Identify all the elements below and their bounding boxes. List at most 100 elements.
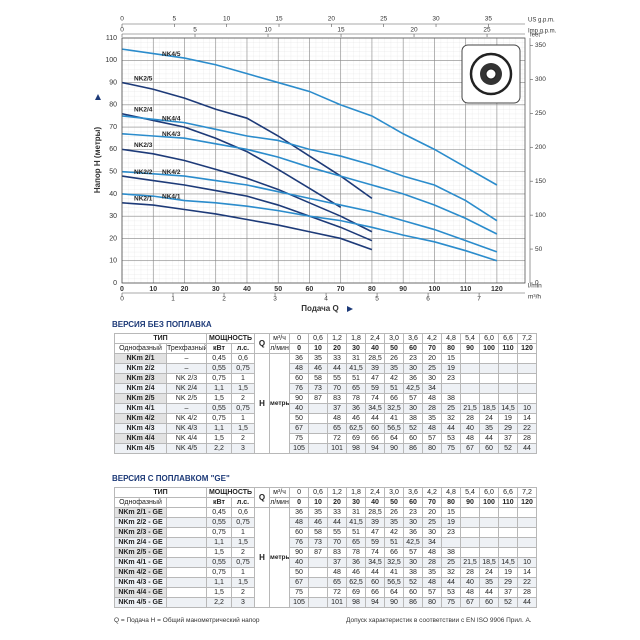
model-cell (166, 597, 207, 608)
value-cell: 83 (327, 393, 348, 404)
value-cell: 67 (289, 423, 310, 434)
value-cell: 90 (289, 393, 310, 404)
y-tick-label: 20 (109, 235, 117, 242)
flow-cell: 120 (517, 497, 538, 508)
value-cell: 1,5 (206, 547, 232, 558)
flow-cell: 40 (365, 343, 386, 354)
model-cell (166, 557, 207, 568)
value-cell (460, 383, 481, 394)
table-row: NKm 4/1–0,55 0,75 40 37 36 34,5 32,5 30 28 25 21,5… (114, 403, 538, 414)
x2-unit: US g.p.m. (528, 18, 555, 24)
value-cell: 30 (403, 363, 424, 374)
value-cell: 35 (479, 423, 500, 434)
value-cell: 87 (308, 547, 329, 558)
series-label: NK4/2 (162, 169, 181, 176)
value-cell: 75 (441, 597, 462, 608)
value-cell: 65 (346, 383, 367, 394)
value-cell: 40 (460, 423, 481, 434)
pump-curve (121, 112, 342, 208)
table-row: NKm 4/3 NK 4/3 1,1 1,5 67 65 62,5 60 56,5 52 48 44 4… (114, 423, 538, 434)
value-cell: 38 (403, 567, 424, 578)
value-cell (517, 363, 538, 374)
value-cell: 40 (289, 557, 310, 568)
flow-cell: 120 (517, 343, 538, 354)
pump-curve (121, 202, 373, 251)
value-cell (308, 567, 329, 578)
value-cell: 72 (327, 433, 348, 444)
pump-curve (121, 115, 498, 222)
table-row: NKm 2/5 NK 2/5 1,5 2 90 87 83 78 74 66 57 48 38 (114, 393, 538, 404)
value-cell: 34 (422, 537, 443, 548)
y-tick-label: 100 (105, 57, 117, 64)
value-cell: 98 (346, 597, 367, 608)
value-cell (479, 517, 500, 528)
flow-cell: 40 (365, 497, 386, 508)
value-cell: 44 (327, 517, 348, 528)
value-cell: 66 (365, 433, 386, 444)
value-cell: 66 (384, 547, 405, 558)
model-cell: NK 4/5 (166, 443, 207, 454)
value-cell: 31 (346, 507, 367, 518)
model-cell: NK 4/4 (166, 433, 207, 444)
value-cell: 59 (365, 537, 386, 548)
table-row: NKm 2/5 - GE 1,5 2 90 87 83 78 74 66 57 48 38 (114, 547, 538, 558)
value-cell: 34,5 (365, 557, 386, 568)
value-cell: 15 (441, 507, 462, 518)
value-cell: 25 (422, 517, 443, 528)
series-label: NK2/4 (134, 106, 153, 113)
value-cell: 64 (384, 433, 405, 444)
value-cell: 0,55 (206, 403, 232, 414)
value-cell: 28 (460, 413, 481, 424)
value-cell: 2 (230, 393, 256, 404)
value-cell (460, 527, 481, 538)
value-cell: 23 (441, 527, 462, 538)
flow-cell: 6,6 (498, 487, 519, 498)
y-tick-label: 90 (109, 79, 117, 86)
value-cell: 35 (422, 567, 443, 578)
value-cell: 37 (327, 403, 348, 414)
x2-tick-label: 25 (380, 16, 388, 23)
value-cell: 44 (365, 567, 386, 578)
y-tick-label: 30 (109, 213, 117, 220)
value-cell (308, 597, 329, 608)
x3-tick-label: 5 (193, 27, 197, 34)
y-tick-label: 40 (109, 191, 117, 198)
table-row: NKm 2/2 - GE 0,55 0,75 48 46 44 41,5 39 35 30 25 19 (114, 517, 538, 528)
value-cell: 44 (327, 363, 348, 374)
value-cell: 46 (308, 517, 329, 528)
value-cell: 0,55 (206, 557, 232, 568)
model-cell: NKm 2/4 - GE (114, 537, 167, 548)
value-cell: 90 (289, 547, 310, 558)
value-cell (460, 373, 481, 384)
axis-arrow (347, 306, 353, 312)
flow-cell: 20 (327, 343, 348, 354)
value-cell: 42 (384, 527, 405, 538)
value-cell: 57 (403, 393, 424, 404)
value-cell: 3 (230, 443, 256, 454)
value-cell: 60 (289, 527, 310, 538)
value-cell: 36 (289, 353, 310, 364)
value-cell: 42 (384, 373, 405, 384)
value-cell (517, 393, 538, 404)
value-cell: 0,75 (206, 413, 232, 424)
value-cell: 1,1 (206, 383, 232, 394)
table-row: NKm 4/5 NK 4/5 2,2 3 105 101 98 94 90 86 80 75 67 60 5… (114, 443, 538, 454)
value-cell: 48 (289, 363, 310, 374)
value-cell: 1,1 (206, 423, 232, 434)
value-cell: 36 (403, 373, 424, 384)
series-label: NK2/5 (134, 75, 153, 82)
header-cell: ТИП (114, 487, 207, 498)
flow-cell: 0 (289, 497, 310, 508)
model-cell: NKm 2/5 (114, 393, 167, 404)
value-cell: 1 (230, 527, 256, 538)
value-cell: 37 (498, 587, 519, 598)
value-cell (479, 527, 500, 538)
value-cell: 0,75 (206, 373, 232, 384)
flow-cell: 3,6 (403, 487, 424, 498)
value-cell: 56,5 (384, 423, 405, 434)
pump-curve (121, 48, 498, 186)
value-cell: 28 (460, 567, 481, 578)
value-cell: 44 (517, 443, 538, 454)
value-cell: 28,5 (365, 507, 386, 518)
